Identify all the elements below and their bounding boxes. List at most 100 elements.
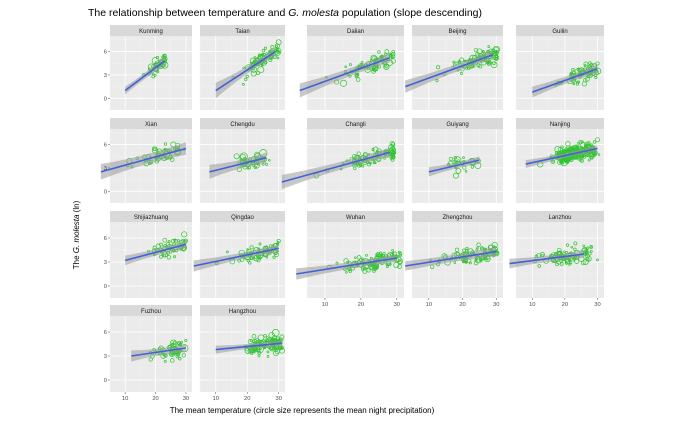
- strip-shijiazhuang: [110, 211, 192, 222]
- data-point: [276, 238, 281, 244]
- x-tick-label: 30: [493, 302, 499, 308]
- data-point: [162, 237, 168, 243]
- data-point: [348, 63, 352, 67]
- data-point: [276, 56, 280, 60]
- data-point: [565, 243, 570, 247]
- strip-hangzhou: [200, 305, 285, 316]
- data-point: [385, 263, 389, 266]
- data-point: [273, 347, 278, 353]
- fit-line-qingdao: [193, 247, 279, 267]
- data-point: [582, 258, 589, 265]
- data-point: [372, 161, 376, 165]
- data-point: [582, 155, 586, 159]
- x-tick-label: 20: [358, 302, 364, 308]
- data-point: [457, 60, 461, 64]
- data-point: [344, 65, 347, 69]
- panel-chengdu: Chengdu: [199, 118, 285, 203]
- data-point: [468, 261, 472, 265]
- data-point: [476, 242, 481, 247]
- x-tick-label: 30: [394, 302, 400, 308]
- x-tick-label: 10: [122, 396, 128, 402]
- data-point: [494, 50, 498, 54]
- strip-label-zhengzhou: Zhengzhou: [442, 215, 472, 221]
- data-point: [275, 39, 282, 46]
- data-point: [482, 50, 485, 54]
- data-point: [487, 60, 492, 65]
- panel-lanzhou: Lanzhou: [509, 211, 604, 298]
- chart-title: The relationship between temperature and…: [88, 7, 482, 19]
- data-point: [226, 250, 229, 254]
- data-point: [155, 243, 161, 249]
- fit-line-xian: [100, 147, 187, 173]
- data-point: [273, 337, 278, 342]
- data-point: [390, 153, 394, 157]
- y-tick-label: 3: [104, 166, 107, 172]
- data-point: [167, 240, 171, 243]
- facet-panels: Kunming 0 3 6 Taian Dalian Beijing Guilin Xian 0 3…: [100, 25, 604, 402]
- strip-label-shijiazhuang: Shijiazhuang: [134, 215, 168, 221]
- data-point: [569, 157, 574, 162]
- data-point: [462, 156, 465, 159]
- data-point: [266, 355, 270, 358]
- data-point: [388, 263, 392, 266]
- data-point: [391, 49, 395, 54]
- panel-changli: Changli: [281, 118, 404, 203]
- data-point: [275, 347, 279, 351]
- strip-label-kunming: Kunming: [139, 29, 163, 35]
- data-point: [589, 155, 594, 160]
- data-point: [592, 140, 597, 144]
- data-point: [390, 157, 395, 162]
- data-point: [369, 161, 372, 165]
- data-point: [560, 150, 564, 154]
- data-point: [384, 64, 387, 67]
- data-point: [580, 159, 584, 163]
- data-point: [448, 156, 454, 161]
- strip-label-qingdao: Qingdao: [231, 215, 254, 221]
- panel-shijiazhuang: Shijiazhuang 0 3 6: [104, 211, 192, 298]
- data-point: [257, 66, 265, 74]
- y-tick-label: 0: [104, 189, 107, 195]
- data-point: [487, 45, 491, 48]
- data-point: [271, 329, 280, 337]
- confidence-band-changli: [281, 147, 390, 189]
- y-tick-label: 6: [104, 236, 107, 242]
- data-point: [390, 150, 396, 156]
- data-point: [576, 80, 579, 84]
- data-point: [163, 142, 168, 146]
- data-point: [263, 333, 267, 338]
- data-point: [565, 159, 570, 164]
- panel-beijing: Beijing: [404, 25, 503, 110]
- x-tick-label: 10: [322, 302, 328, 308]
- strip-label-guilin: Guilin: [552, 29, 567, 35]
- x-tick-label: 10: [426, 302, 432, 308]
- strip-wuhan: [307, 211, 404, 222]
- data-point: [280, 338, 284, 342]
- strip-guiyang: [412, 118, 503, 129]
- data-point: [537, 264, 541, 268]
- data-point: [253, 56, 257, 60]
- data-point: [585, 251, 588, 255]
- data-point: [397, 260, 403, 265]
- data-point: [355, 77, 361, 82]
- strip-xian: [110, 118, 192, 129]
- fit-line-beijing: [404, 53, 494, 88]
- data-point: [493, 54, 500, 61]
- strip-label-dalian: Dalian: [347, 29, 364, 35]
- panel-wuhan: Wuhan: [296, 211, 404, 298]
- data-point: [257, 354, 261, 358]
- fit-line-chengdu: [209, 157, 267, 173]
- data-point: [275, 48, 280, 52]
- data-point: [248, 261, 252, 265]
- confidence-band-taian: [215, 47, 276, 99]
- data-point: [173, 255, 177, 259]
- data-point: [266, 336, 269, 339]
- data-point: [151, 57, 159, 65]
- data-point: [577, 141, 581, 145]
- data-point: [170, 358, 175, 363]
- data-point: [572, 82, 576, 86]
- panel-bg-beijing: [412, 36, 503, 110]
- data-point: [339, 79, 348, 87]
- data-point: [270, 45, 275, 50]
- y-tick-label: 0: [104, 96, 107, 102]
- data-point: [265, 162, 268, 166]
